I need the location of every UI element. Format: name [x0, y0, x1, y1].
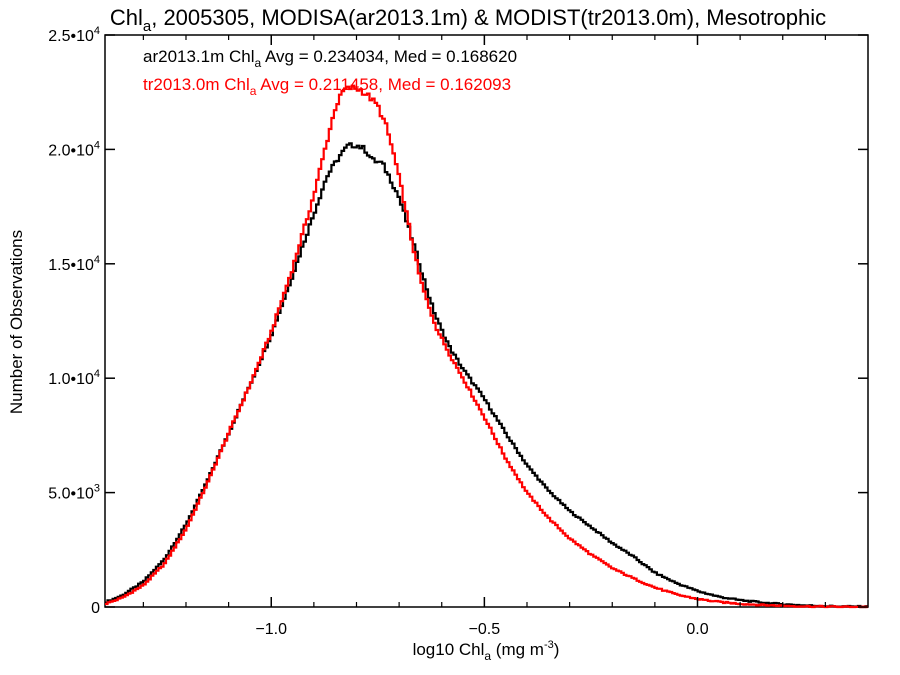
title-rest: , 2005305, MODISA(ar2013.1m) & MODIST(tr…: [151, 5, 826, 30]
y-tick-exponent: 4: [94, 254, 100, 266]
y-tick-exponent: 4: [94, 368, 100, 380]
histogram-series-black: [105, 142, 868, 609]
xlabel-sub: a: [484, 649, 491, 663]
y-tick-exponent: 4: [94, 25, 100, 37]
y-tick-exponent: 3: [94, 483, 100, 495]
y-tick-label: 5.0•103: [48, 483, 100, 503]
y-tick-mantissa: 5.0•10: [48, 486, 94, 503]
x-tick-label: −1.0: [255, 621, 287, 638]
annotation-line: ar2013.1m Chla Avg = 0.234034, Med = 0.1…: [143, 47, 517, 70]
xlabel-post: (mg m: [491, 640, 544, 659]
title-sub: a: [143, 18, 152, 35]
y-tick-mantissa: 2.5•10: [48, 28, 94, 45]
x-axis-label: log10 Chla (mg m-3): [413, 639, 560, 663]
y-tick-label: 1.5•104: [48, 254, 100, 274]
x-axis: −1.0 −0.5 0.0: [142, 35, 826, 638]
y-tick-mantissa: 0: [91, 600, 100, 617]
y-tick-label: 0: [91, 600, 100, 617]
annotations: ar2013.1m Chla Avg = 0.234034, Med = 0.1…: [143, 47, 517, 98]
xlabel-end: ): [554, 640, 560, 659]
annotation-line: tr2013.0m Chla Avg = 0.211458, Med = 0.1…: [143, 75, 511, 98]
histogram-series-red: [105, 84, 868, 609]
plot-frame: [104, 34, 869, 608]
y-tick-mantissa: 1.5•10: [48, 257, 94, 274]
y-tick-mantissa: 2.0•10: [48, 142, 94, 159]
x-tick-label: 0.0: [686, 621, 708, 638]
y-tick-mantissa: 1.0•10: [48, 371, 94, 388]
x-tick-label: −0.5: [469, 621, 501, 638]
chart-title: Chla, 2005305, MODISA(ar2013.1m) & MODIS…: [110, 5, 826, 35]
y-tick-label: 2.0•104: [48, 139, 100, 159]
xlabel-sup: -3: [544, 639, 554, 651]
y-tick-label: 2.5•104: [48, 25, 100, 45]
series-layer: [105, 84, 868, 609]
y-tick-exponent: 4: [94, 139, 100, 151]
xlabel-pre: log10 Chl: [413, 640, 485, 659]
y-tick-label: 1.0•104: [48, 368, 100, 388]
y-axis-label: Number of Observations: [7, 230, 26, 414]
plot-area: [104, 34, 869, 608]
title-main: Chl: [110, 5, 143, 30]
